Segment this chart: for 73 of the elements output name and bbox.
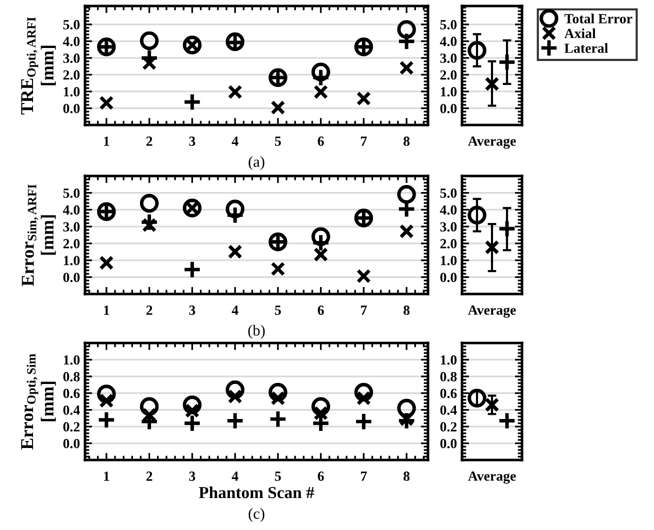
text: (a) (248, 156, 264, 170)
x-tick-label: 7 (361, 136, 367, 146)
y-tick-label: 0.8 (63, 372, 80, 382)
x-tick-label: 5 (275, 306, 281, 315)
text: (b) (248, 324, 265, 339)
x-axis-title: Phantom Scan # (198, 486, 314, 498)
y-tick-label: 4.0 (62, 36, 80, 46)
y-tick-label: 0.0 (63, 104, 80, 114)
x-tick-label: 1 (104, 472, 110, 481)
y-tick-label: 0.6 (440, 388, 457, 398)
x-tick-label: 5 (275, 472, 281, 481)
y-tick-label: 0.0 (63, 272, 80, 282)
x-tick-label: 4 (232, 136, 238, 146)
x-tick-label: 3 (189, 306, 196, 315)
x-tick-label: 7 (361, 472, 367, 481)
y-tick-label: 3.0 (63, 222, 80, 232)
y-tick-label: 5.0 (440, 188, 457, 198)
y-tick-label: 4.0 (62, 205, 80, 215)
y-tick-label: 1.0 (64, 87, 80, 96)
y-tick-label: 0.0 (63, 438, 80, 448)
y-tick-label: 2.0 (63, 239, 80, 248)
y-tick-label: 1.0 (440, 256, 457, 266)
y-tick-label: 2.0 (440, 70, 457, 80)
x-tick-label: 3 (189, 136, 196, 146)
y-tick-label: 1.0 (64, 355, 80, 365)
x-tick-label: 6 (318, 306, 324, 315)
x-tick-label: 5 (275, 136, 281, 146)
y-tick-label: 0.4 (63, 405, 80, 415)
x-tick-label: 2 (146, 472, 152, 481)
y-tick-label: 3.0 (63, 54, 80, 63)
y-tick-label: 4.0 (440, 205, 457, 215)
x-tick-label: 8 (404, 136, 410, 146)
y-tick-label: 0.8 (440, 372, 457, 382)
text: (c) (248, 508, 264, 522)
y-axis-title: Error$_{Sim,ARFI}$ [mm] (22, 184, 56, 286)
y-axis-title: Error$_{Opti,Sim}$ [mm] (21, 354, 56, 450)
y-tick-label: 0.2 (440, 422, 457, 432)
x-tick-label: 4 (232, 472, 238, 481)
y-axis-title: TRE$_{Opti,ARFI}$ [mm] (21, 17, 56, 115)
y-tick-label: 1.0 (440, 87, 457, 96)
y-tick-label: 0.0 (440, 438, 457, 448)
y-tick-label: 5.0 (440, 20, 457, 30)
x-tick-label: 2 (146, 306, 152, 315)
x-tick-label: 6 (318, 136, 324, 146)
y-tick-label: 1.0 (440, 355, 457, 365)
y-tick-label: 0.2 (63, 422, 80, 432)
y-tick-label: 3.0 (440, 222, 457, 232)
y-tick-label: 0.6 (63, 388, 80, 398)
y-tick-label: 0.4 (440, 405, 457, 415)
x-tick-label: 1 (104, 136, 110, 146)
legend-label: Lateral (564, 43, 608, 53)
x-tick-label: 1 (104, 306, 110, 315)
y-tick-label: 2.0 (63, 70, 80, 80)
x-tick-label: 6 (318, 472, 324, 481)
x-tick-label: 3 (189, 472, 196, 481)
y-tick-label: 2.0 (440, 239, 457, 248)
y-tick-label: 5.0 (63, 188, 80, 198)
y-tick-label: 4.0 (440, 36, 457, 46)
legend-label: Axial (564, 28, 596, 38)
y-tick-label: 5.0 (63, 20, 80, 30)
y-tick-label: 1.0 (64, 256, 80, 266)
x-tick-label: Average (468, 305, 516, 318)
y-tick-label: 0.0 (440, 104, 457, 114)
legend-label: Total Error (564, 14, 632, 24)
y-tick-label: 0.0 (440, 272, 457, 282)
x-tick-label: 2 (146, 136, 152, 146)
x-tick-label: 7 (361, 306, 367, 315)
x-tick-label: 8 (404, 306, 410, 315)
x-tick-label: 8 (404, 472, 410, 481)
x-tick-label: Average (468, 136, 516, 149)
x-tick-label: 4 (232, 306, 238, 315)
x-tick-label: Average (468, 471, 516, 484)
y-tick-label: 3.0 (440, 54, 457, 63)
